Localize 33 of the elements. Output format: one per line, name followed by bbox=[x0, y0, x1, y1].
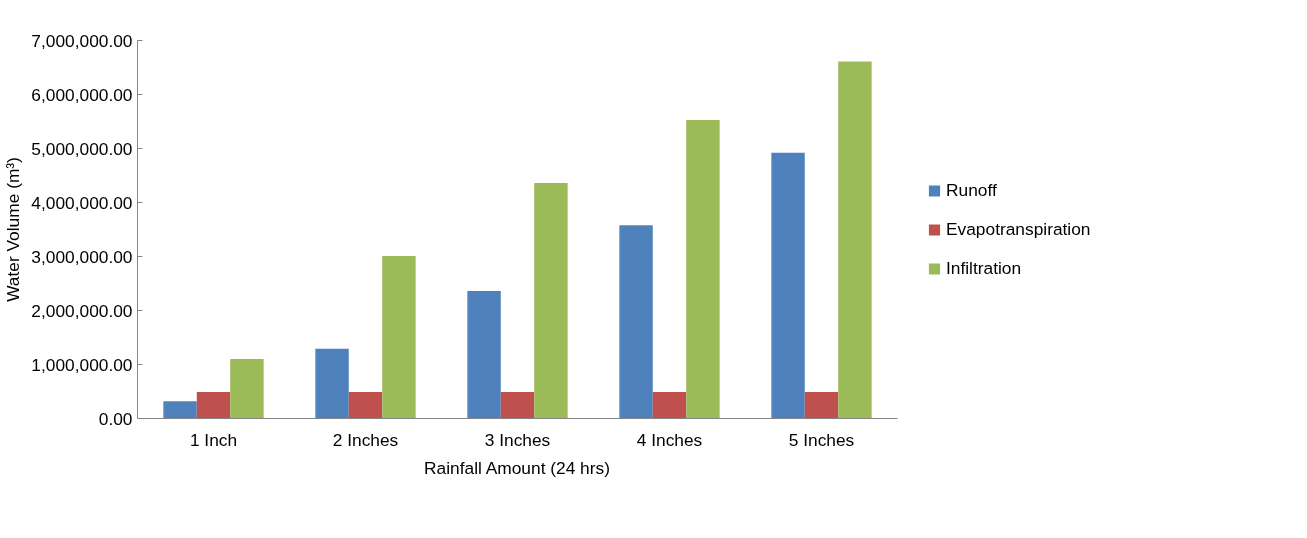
legend-label: Infiltration bbox=[946, 257, 1022, 279]
x-tick-label: 1 Inch bbox=[189, 429, 238, 450]
bar bbox=[500, 392, 535, 419]
bar bbox=[652, 392, 687, 419]
y-tick-label: 3,000,000.00 bbox=[31, 246, 133, 267]
y-tick-label: 6,000,000.00 bbox=[31, 84, 133, 105]
y-tick-label: 5,000,000.00 bbox=[31, 138, 133, 159]
bar bbox=[534, 183, 568, 419]
bar bbox=[230, 359, 264, 419]
x-tick-label: 5 Inches bbox=[788, 429, 855, 450]
bar bbox=[619, 225, 653, 419]
bar bbox=[348, 392, 383, 419]
legend-label: Runoff bbox=[946, 179, 997, 201]
y-tick-label: 1,000,000.00 bbox=[31, 354, 133, 375]
y-tick-label: 4,000,000.00 bbox=[31, 192, 133, 213]
bar bbox=[196, 392, 231, 419]
y-axis-title: Water Volume (m³) bbox=[3, 157, 24, 302]
bar bbox=[686, 119, 720, 419]
bar bbox=[838, 61, 872, 419]
bar bbox=[163, 401, 197, 419]
bar bbox=[382, 255, 416, 419]
y-tick-label: 7,000,000.00 bbox=[31, 30, 133, 51]
bar bbox=[804, 392, 839, 419]
bar bbox=[771, 152, 805, 419]
x-tick-label: 3 Inches bbox=[484, 429, 551, 450]
bar bbox=[467, 291, 501, 419]
x-tick-label: 4 Inches bbox=[636, 429, 703, 450]
y-tick-label: 2,000,000.00 bbox=[31, 300, 133, 321]
bar bbox=[315, 348, 349, 419]
x-axis-title: Rainfall Amount (24 hrs) bbox=[424, 457, 610, 478]
y-tick-label: 0.00 bbox=[98, 408, 133, 429]
x-tick-label: 2 Inches bbox=[332, 429, 399, 450]
legend-label: Evapotranspiration bbox=[946, 218, 1091, 240]
